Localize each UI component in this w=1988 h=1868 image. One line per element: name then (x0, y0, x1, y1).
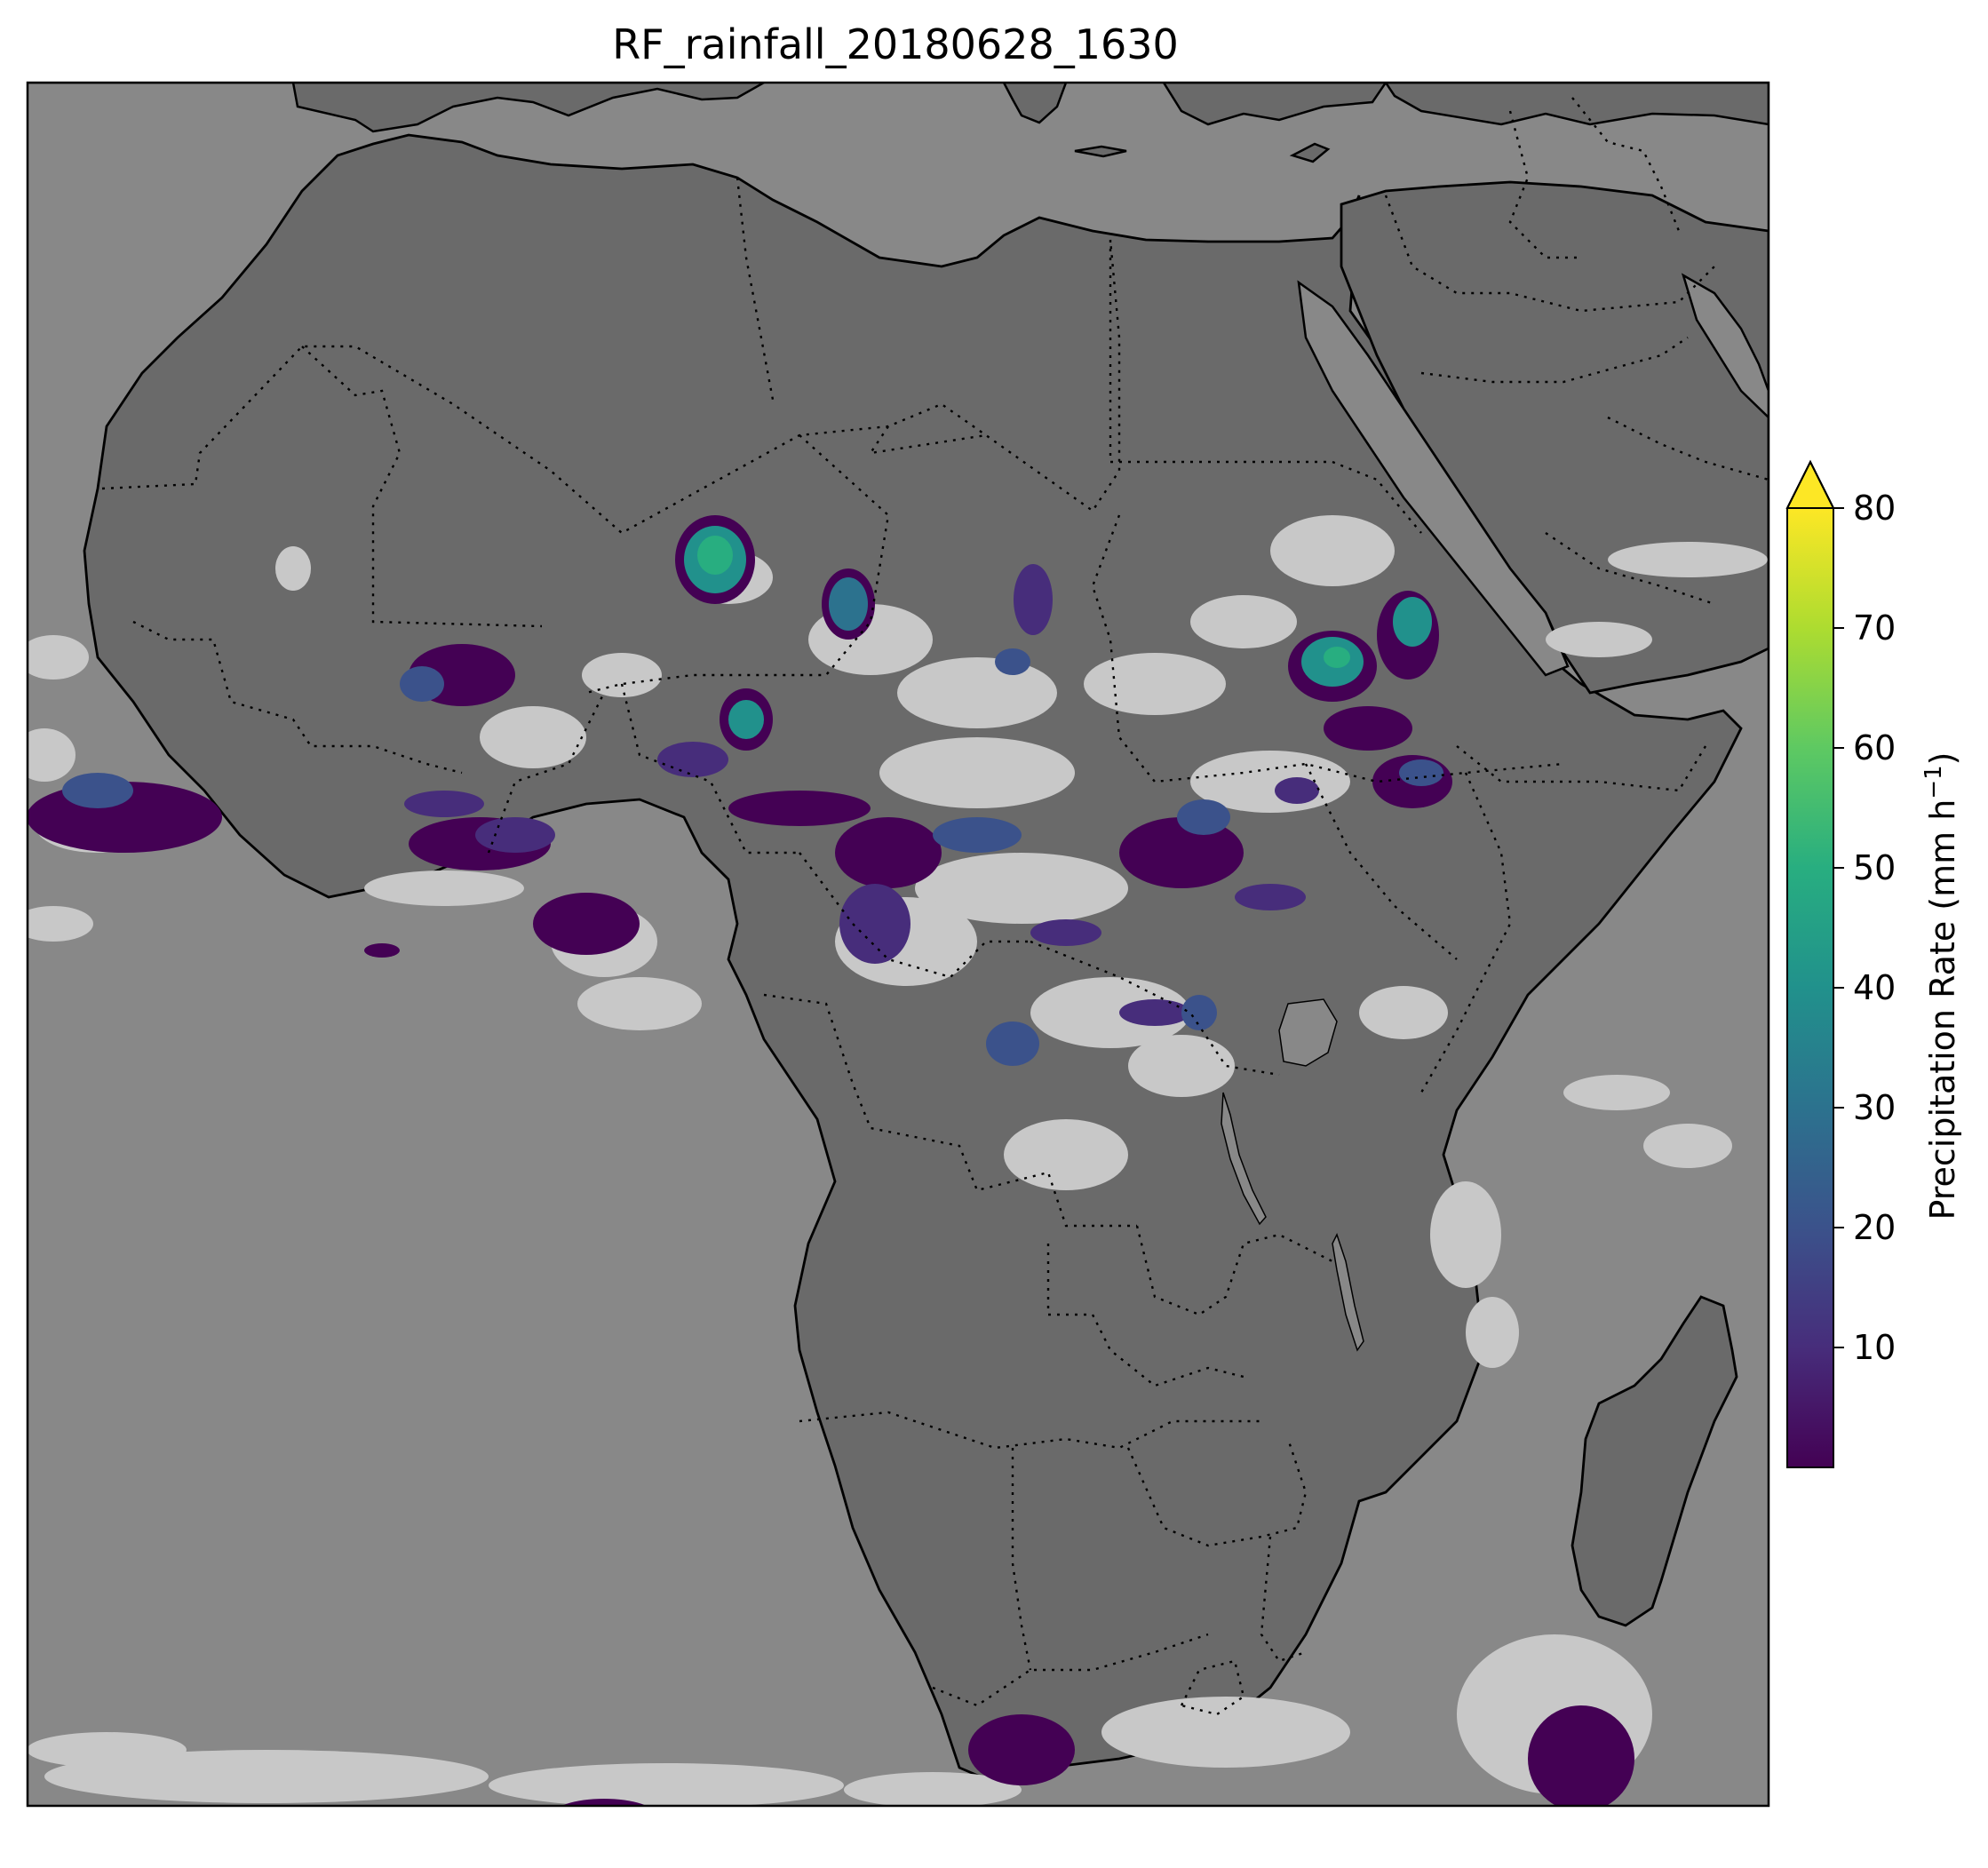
colorbar: 10 20 30 40 50 60 70 80 Precipitation Rate (mm … (1785, 459, 1962, 1468)
land-crete (1074, 145, 1127, 158)
colorbar-extend-arrow (1785, 459, 1835, 509)
rain-cells (28, 515, 1634, 1806)
lake-victoria (1278, 998, 1338, 1067)
land-turkey (1384, 83, 1769, 126)
country-borders (101, 97, 1769, 1716)
red-sea (1297, 280, 1570, 677)
colorbar-tick-label: 60 (1853, 728, 1896, 767)
colorbar-tick-label: 40 (1853, 968, 1896, 1007)
land-madagascar (1571, 1295, 1738, 1627)
colorbar-label: Precipitation Rate (mm h−1) (1920, 752, 1962, 1220)
map-panel (28, 83, 1769, 1806)
colorbar-gradient (1787, 508, 1833, 1467)
map-frame (26, 81, 1770, 1808)
colorbar-label-end: ) (1923, 752, 1962, 766)
lake-malawi (1332, 1233, 1364, 1352)
colorbar-tick-label: 30 (1853, 1088, 1896, 1127)
map-title: RF_rainfall_20180628_1630 (612, 20, 1179, 68)
colorbar-tick-label: 70 (1853, 608, 1896, 648)
persian-gulf (1681, 273, 1769, 419)
land-europe (28, 83, 767, 133)
colorbar-tick-label: 50 (1853, 848, 1896, 887)
land-italy-balkans (1002, 83, 1388, 126)
land-cyprus (1289, 142, 1331, 163)
colorbar-label-sup: −1 (1920, 765, 1947, 799)
colorbar-tick-label: 80 (1853, 489, 1896, 528)
colorbar-label-main: Precipitation Rate (mm h (1923, 799, 1962, 1220)
colorbar-ticks: 10 20 30 40 50 60 70 80 (1833, 489, 1896, 1367)
colorbar-tick-label: 10 (1853, 1328, 1896, 1367)
colorbar-tick-label: 20 (1853, 1208, 1896, 1247)
lake-tanganyika (1221, 1092, 1267, 1226)
